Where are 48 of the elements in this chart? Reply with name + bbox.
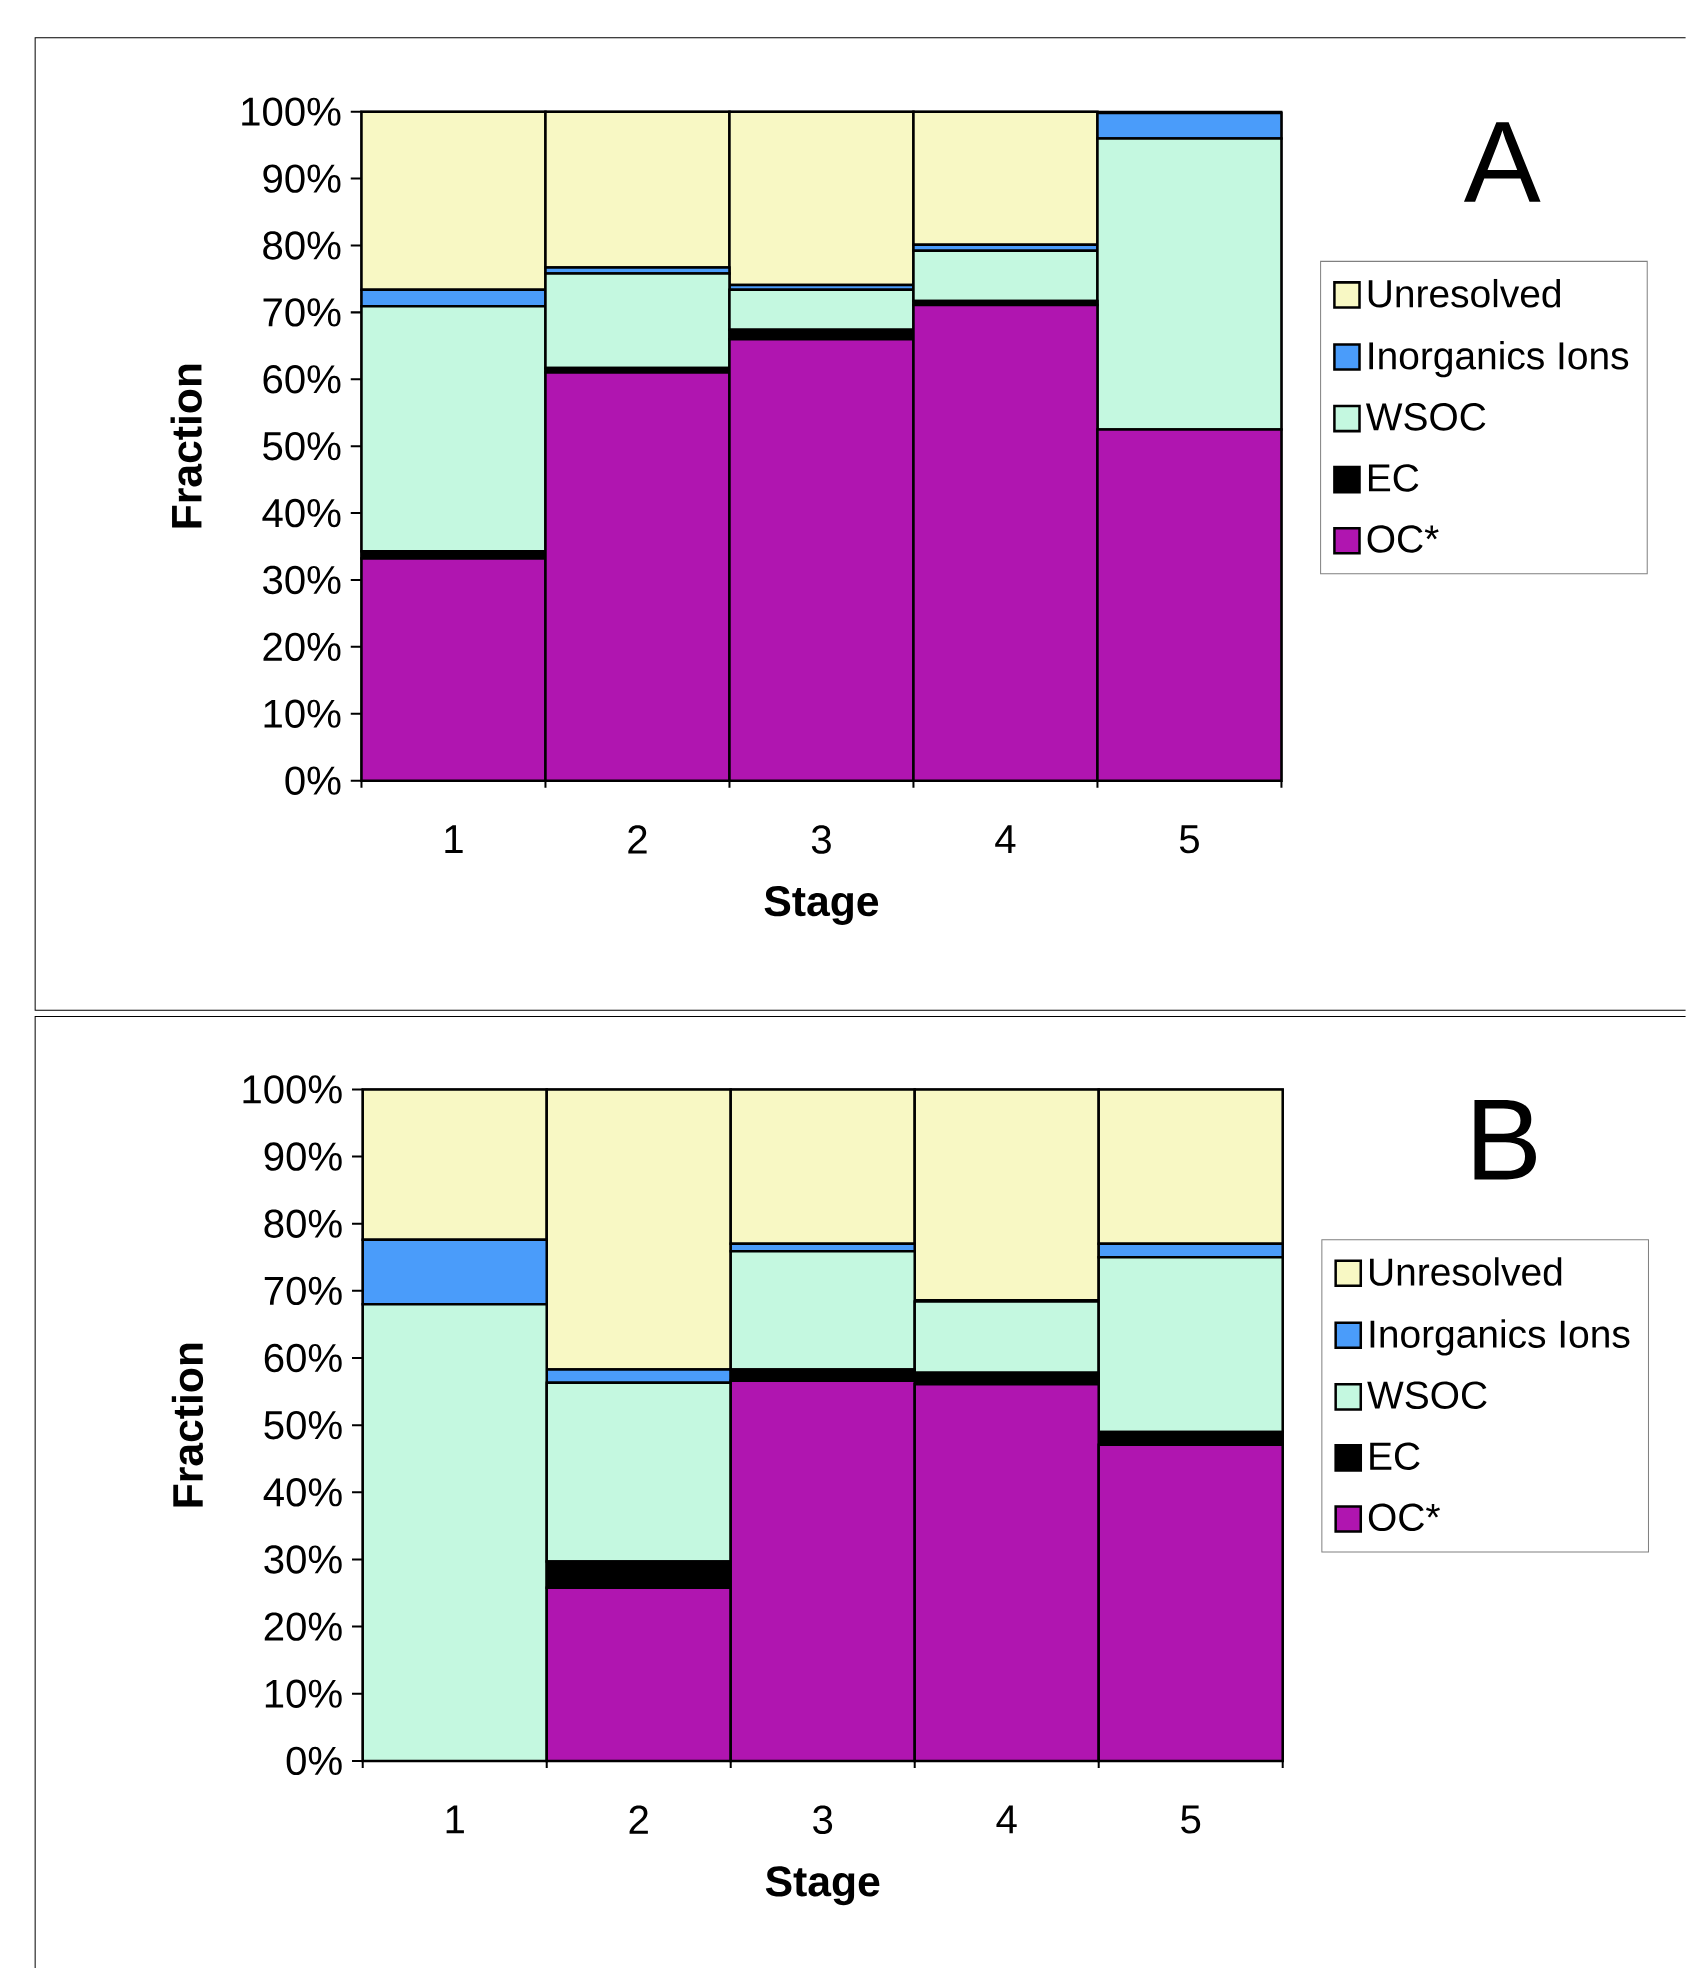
- y-tick-label: 40%: [263, 1478, 342, 1507]
- y-tick-label: 40%: [262, 498, 341, 528]
- x-axis-title: Stage: [764, 886, 879, 925]
- legend-label: WSOC: [1367, 1381, 1487, 1409]
- y-tick-label: 10%: [264, 699, 341, 728]
- y-tick-label: 60%: [265, 1343, 342, 1373]
- legend-label: EC: [1370, 1442, 1420, 1471]
- legend-label: Inorganics Ions: [1369, 341, 1629, 378]
- y-tick-label: 20%: [263, 632, 341, 662]
- legend-label: Unresolved: [1368, 278, 1561, 308]
- legend-label: Inorganics Ions: [1370, 1319, 1630, 1356]
- legend-label: Unresolved: [1370, 1257, 1562, 1286]
- legend-label: EC: [1369, 464, 1419, 492]
- x-tick-label: 5: [1180, 825, 1200, 854]
- y-tick-label: 0%: [285, 766, 341, 795]
- x-tick-label: 1: [445, 825, 463, 853]
- y-tick-label: 60%: [263, 365, 341, 394]
- y-tick-label: 30%: [263, 565, 341, 595]
- y-axis-title: Fraction: [170, 364, 203, 528]
- x-tick-label: 2: [629, 1805, 649, 1834]
- legend-label: OC*: [1367, 525, 1439, 553]
- y-tick-label: 50%: [264, 1410, 342, 1440]
- y-tick-label: 100%: [243, 1075, 342, 1104]
- y-tick-label: 20%: [264, 1612, 342, 1641]
- y-tick-label: 90%: [263, 164, 341, 193]
- x-tick-label: 2: [628, 825, 647, 854]
- y-tick-label: 90%: [264, 1142, 342, 1171]
- legend-label: WSOC: [1366, 403, 1486, 431]
- x-tick-label: 3: [813, 1805, 833, 1835]
- y-tick-label: 80%: [264, 1209, 342, 1238]
- x-tick-label: 4: [995, 825, 1016, 853]
- y-tick-label: 80%: [263, 231, 341, 260]
- y-tick-label: 50%: [263, 431, 341, 461]
- x-tick-label: 3: [812, 825, 832, 854]
- x-axis-title: Stage: [766, 1866, 880, 1906]
- x-tick-label: 4: [996, 1805, 1017, 1834]
- text: A: [1464, 122, 1541, 202]
- y-tick-label: 0%: [286, 1746, 342, 1776]
- text: B: [1474, 1099, 1537, 1180]
- y-tick-label: 10%: [266, 1679, 342, 1708]
- y-tick-label: 70%: [263, 298, 341, 327]
- x-tick-label: 1: [446, 1805, 465, 1834]
- legend-label: OC*: [1369, 1503, 1441, 1532]
- y-tick-label: 100%: [242, 97, 341, 126]
- y-tick-label: 70%: [265, 1276, 342, 1306]
- x-tick-label: 5: [1181, 1805, 1201, 1834]
- y-tick-label: 30%: [264, 1545, 342, 1574]
- y-axis-title: Fraction: [171, 1343, 204, 1507]
